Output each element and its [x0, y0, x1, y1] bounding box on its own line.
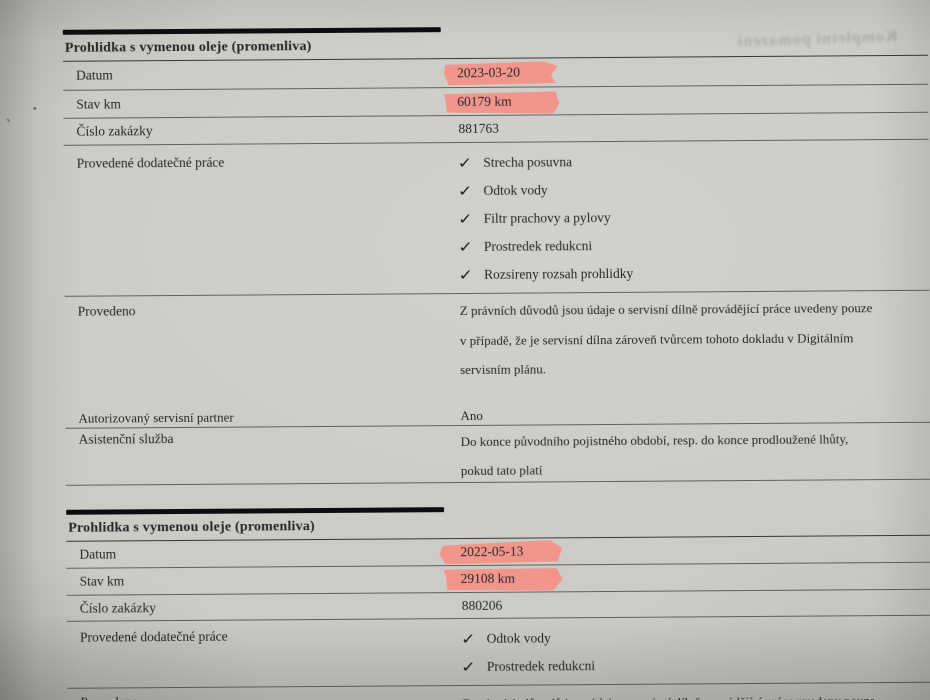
- list-item: ✓ Odtok vody: [457, 174, 929, 205]
- field-row-work-items: Provedené dodatečné práce ✓ Odtok vody ✓…: [66, 615, 930, 689]
- field-value-order-number: 880206: [461, 597, 503, 613]
- legal-note-paragraph: Z právních důvodů jsou údaje o servisní …: [462, 683, 930, 700]
- field-value-km: 60179 km: [457, 93, 512, 109]
- field-value-order-number: 881763: [458, 120, 500, 137]
- highlight-marker: 29108 km: [444, 568, 563, 591]
- work-item-label: Rozsireny rozsah prohlidky: [483, 265, 634, 282]
- highlight-marker: 60179 km: [444, 90, 559, 113]
- work-item-label: Prostredek redukcni: [486, 658, 596, 674]
- work-item-label: Filtr prachovy a pylovy: [483, 209, 611, 226]
- list-item: ✓ Rozsireny rozsah prohlidky: [458, 258, 929, 289]
- paragraph-line: servisním plánu.: [460, 361, 547, 378]
- highlight-marker: 2023-03-20: [444, 61, 559, 86]
- checkmark-icon: ✓: [458, 209, 473, 229]
- list-item: ✓ Filtr prachovy a pylovy: [458, 202, 929, 233]
- list-item: ✓ Odtok vody: [461, 622, 930, 653]
- legal-note-paragraph: Z právních důvodů jsou údaje o servisní …: [460, 291, 930, 385]
- photo-speck: [33, 106, 37, 111]
- list-item: ✓ Strecha posuvna: [457, 146, 929, 177]
- field-value-km: 29108 km: [460, 570, 516, 586]
- field-label: Autorizovaný servisní partner: [78, 409, 234, 426]
- paragraph-line: Z právních důvodů jsou údaje o servisní …: [459, 300, 873, 319]
- work-item-label: Prostredek redukcni: [483, 238, 593, 254]
- service-record-table-2: Prohlidka s vymenou oleje (promenliva) D…: [66, 508, 930, 700]
- field-label: Provedené dodatečné práce: [79, 628, 228, 645]
- work-item-label: Strecha posuvna: [483, 154, 573, 170]
- checkmark-icon: ✓: [457, 181, 473, 201]
- work-item-label: Odtok vody: [483, 182, 548, 198]
- field-label: Datum: [79, 546, 117, 562]
- field-row-work-items: Provedené dodatečné práce ✓ Strecha posu…: [63, 139, 930, 297]
- checkmark-icon: ✓: [457, 153, 473, 173]
- paragraph-line: Z právních důvodů jsou údaje o servisní …: [462, 686, 930, 700]
- photo-speck: [6, 118, 11, 123]
- checkmark-icon: ✓: [461, 629, 476, 649]
- field-row-assistance: Asistenční služba Do konce původního poj…: [65, 422, 930, 486]
- list-item: ✓ Prostredek redukcni: [458, 230, 929, 261]
- field-label: Stav km: [76, 95, 121, 112]
- field-value-date: 2022-05-13: [460, 543, 524, 560]
- work-items-list: ✓ Strecha posuvna ✓ Odtok vody ✓ Filtr p…: [457, 146, 930, 289]
- checkmark-icon: ✓: [458, 237, 473, 257]
- field-label: Datum: [76, 67, 113, 83]
- list-item: ✓ Prostredek redukcni: [461, 650, 930, 681]
- paragraph-line: pokud tato platí: [460, 462, 543, 479]
- field-row-provedeno: Provedeno Z právních důvodů jsou údaje o…: [65, 291, 930, 409]
- field-label: Stav km: [79, 573, 125, 589]
- work-item-label: Odtok vody: [486, 630, 551, 646]
- service-record-table-1: Prohlidka s vymenou oleje (promenliva) D…: [62, 28, 930, 486]
- checkmark-icon: ✓: [458, 265, 474, 285]
- paragraph-line: v případě, že je servisní dílna zároveň …: [459, 329, 854, 348]
- field-value-partner: Ano: [460, 407, 483, 423]
- field-label: Provedeno: [77, 303, 136, 319]
- field-value-date: 2023-03-20: [456, 64, 521, 81]
- paragraph-line: Do konce původního pojistného období, re…: [460, 431, 849, 450]
- field-label: Číslo zakázky: [79, 599, 156, 616]
- field-label: Asistenční služba: [78, 431, 174, 447]
- assistance-paragraph: Do konce původního pojistného období, re…: [461, 423, 930, 485]
- field-label: Číslo zakázky: [76, 123, 153, 139]
- work-items-list: ✓ Odtok vody ✓ Prostredek redukcni: [461, 622, 930, 681]
- checkmark-icon: ✓: [461, 657, 476, 677]
- field-label: Provedeno: [67, 686, 462, 700]
- field-label: Provedené dodatečné práce: [76, 154, 225, 171]
